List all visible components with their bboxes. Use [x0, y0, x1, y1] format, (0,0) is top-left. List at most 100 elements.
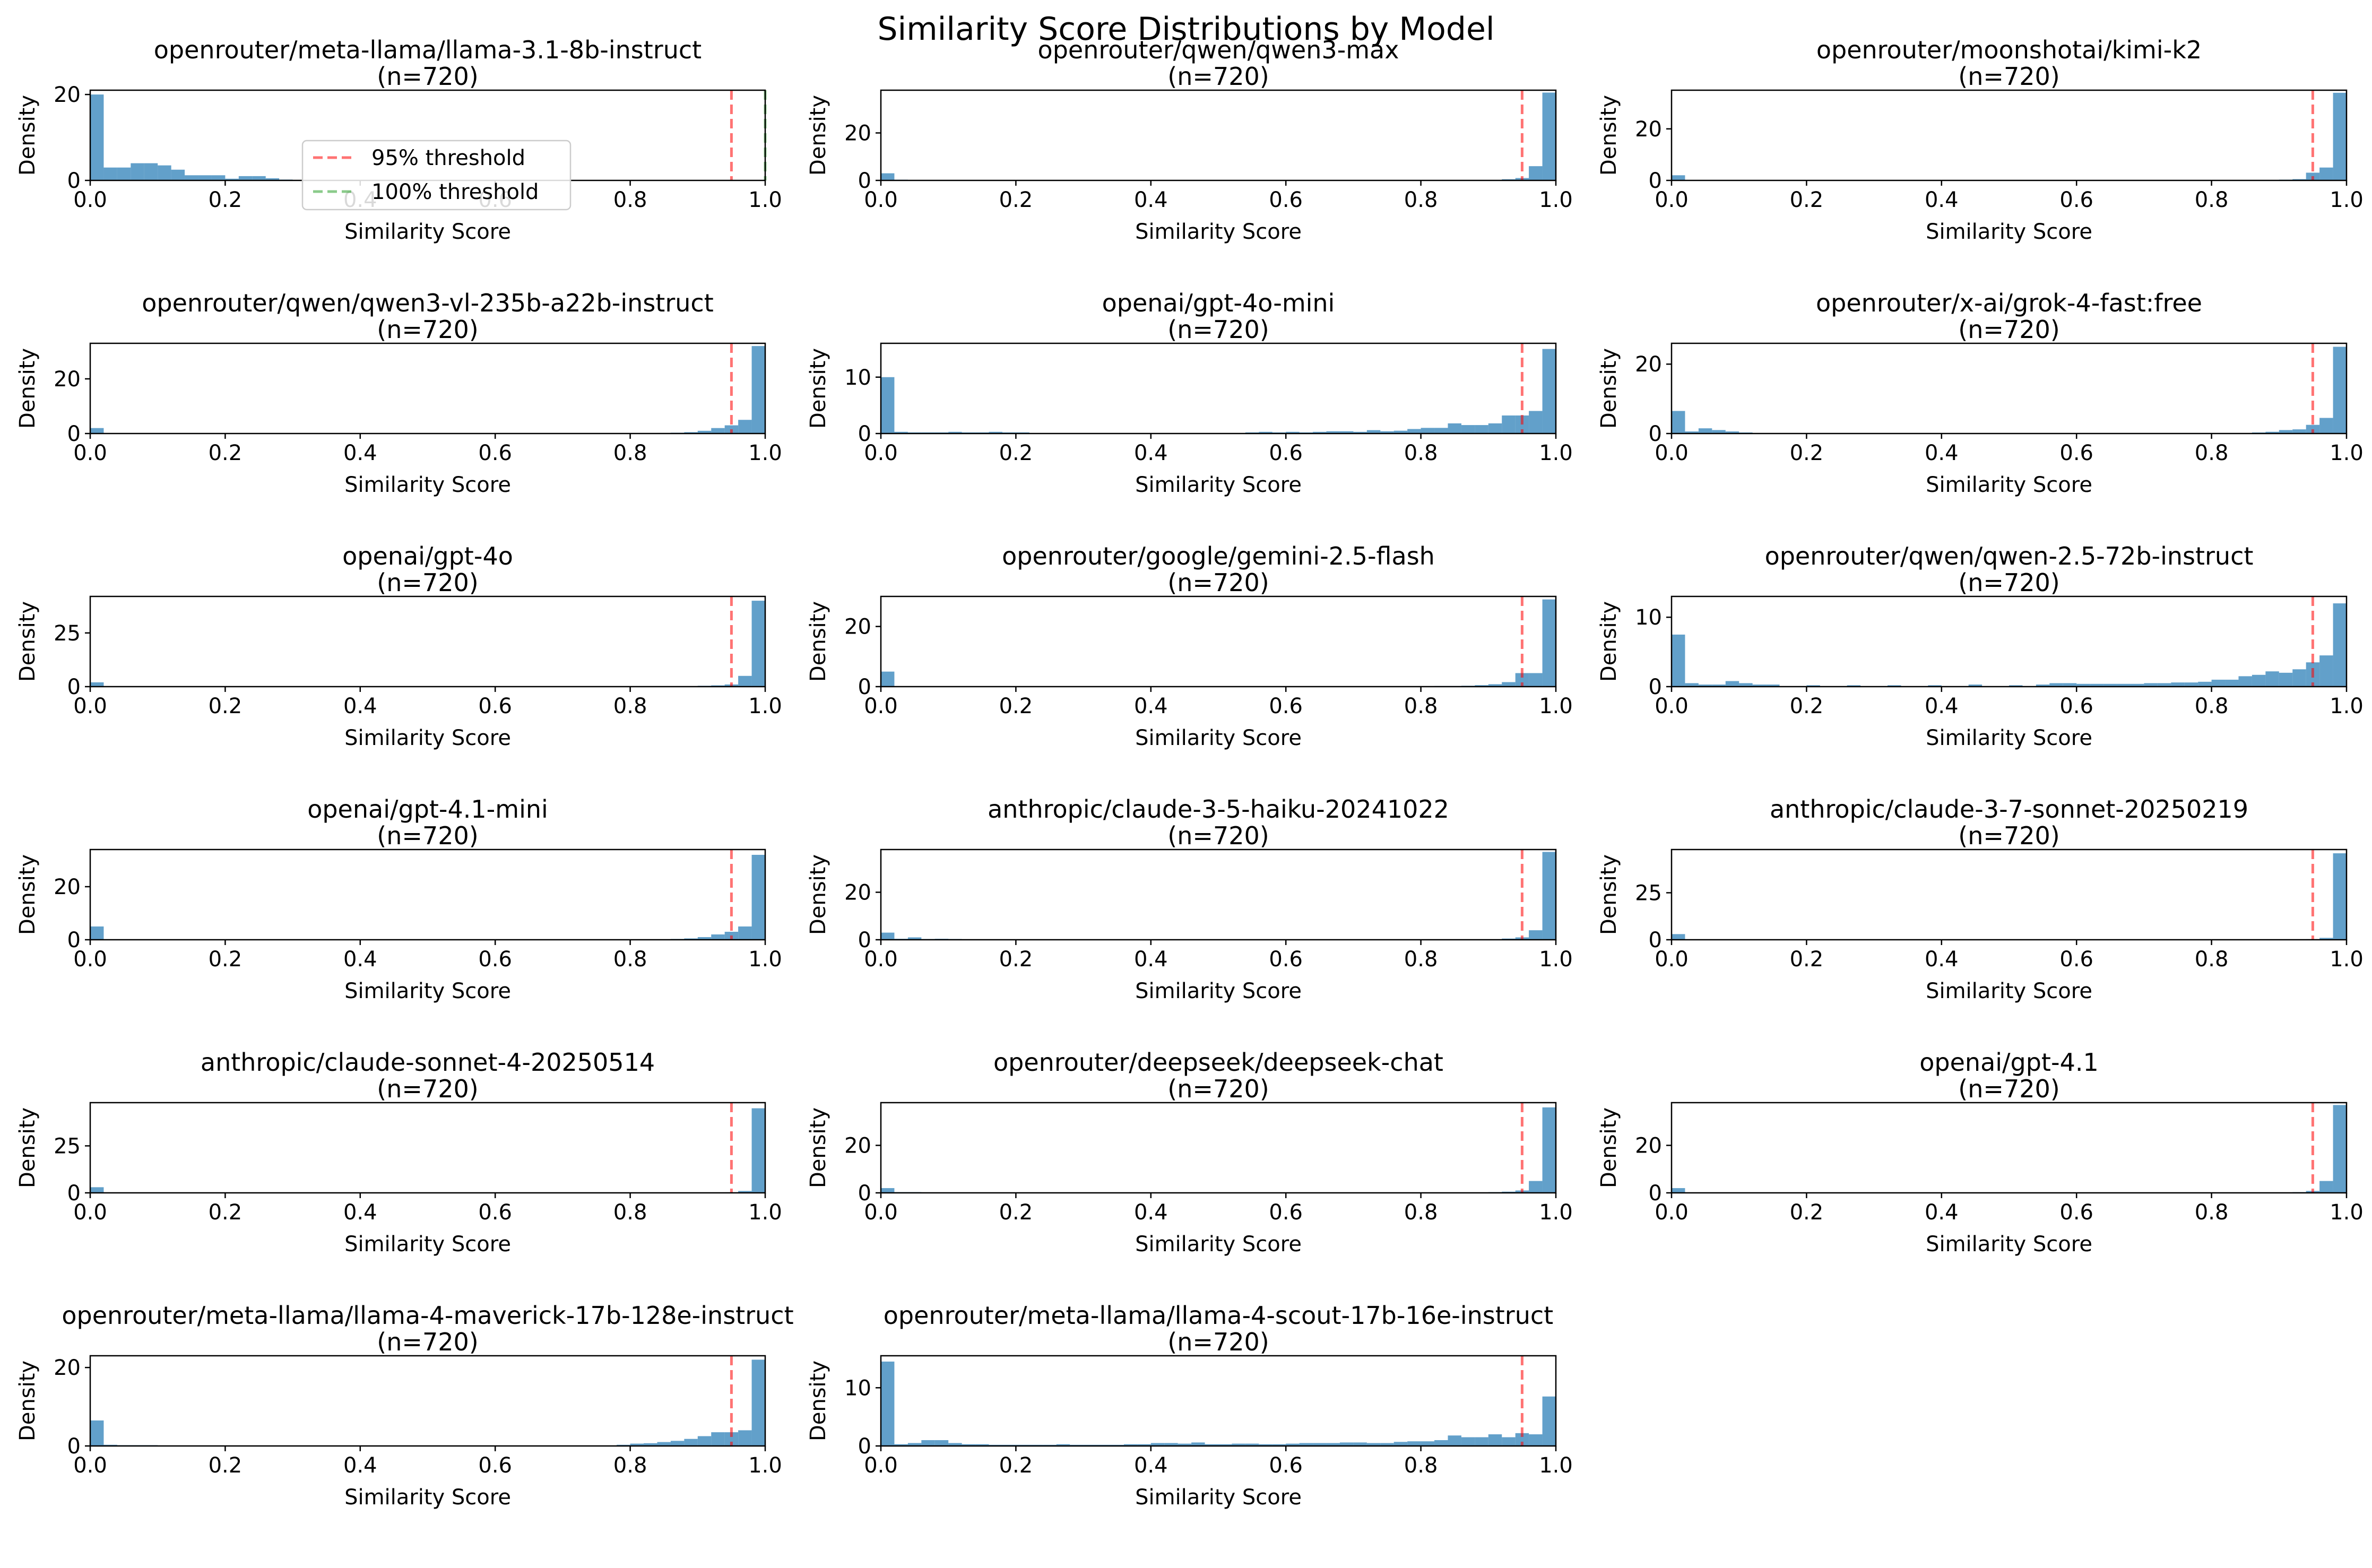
x-tick-label: 0.4: [1925, 188, 1959, 212]
histogram-bar: [171, 169, 185, 180]
x-tick-label: 0.0: [864, 188, 898, 212]
subplot-subtitle: (n=720): [1958, 315, 2059, 344]
subplot-subtitle: (n=720): [377, 1075, 478, 1103]
histogram-bar: [1353, 431, 1367, 434]
y-tick-label: 20: [844, 1134, 871, 1158]
y-tick-label: 10: [1635, 605, 1662, 630]
histogram-bar: [1502, 1437, 1516, 1446]
y-tick-label: 10: [844, 1376, 871, 1400]
histogram-bar: [711, 1432, 725, 1446]
subplot-title: openai/gpt-4o: [342, 542, 513, 570]
histogram-bar: [684, 1439, 698, 1446]
x-tick-label: 0.2: [1790, 947, 1824, 972]
histogram-bar: [1529, 930, 1543, 940]
histogram-bar: [2049, 683, 2063, 687]
x-tick-label: 1.0: [748, 188, 782, 212]
histogram-bar: [2333, 346, 2347, 434]
x-tick-label: 0.8: [1404, 188, 1438, 212]
histogram-bar: [1672, 1188, 1685, 1193]
histogram-bar: [881, 173, 895, 180]
y-axis-label: Density: [806, 348, 830, 429]
histogram-bar: [1137, 1444, 1151, 1446]
histogram-bar: [1685, 431, 1699, 434]
x-axis-label: Similarity Score: [1135, 473, 1302, 497]
x-tick-label: 0.0: [864, 1453, 898, 1478]
subplot: openrouter/qwen/qwen-2.5-72b-instruct(n=…: [1597, 542, 2364, 750]
x-tick-label: 1.0: [1539, 947, 1573, 972]
histogram-bar: [751, 601, 765, 687]
x-tick-label: 1.0: [1539, 188, 1573, 212]
x-axis-label: Similarity Score: [1135, 1232, 1302, 1257]
subplot-subtitle: (n=720): [1167, 821, 1269, 850]
subplot-title: openrouter/moonshotai/kimi-k2: [1816, 36, 2202, 64]
x-axis-label: Similarity Score: [1135, 726, 1302, 750]
histogram-bar: [1672, 634, 1685, 687]
x-tick-label: 0.0: [1655, 1200, 1689, 1225]
histogram-bar: [2171, 682, 2185, 687]
y-tick-label: 20: [1635, 117, 1662, 142]
histogram-bar: [1475, 685, 1488, 687]
histogram-bar: [90, 926, 104, 940]
x-tick-label: 0.6: [1269, 441, 1303, 465]
histogram-bar: [1529, 1434, 1543, 1446]
axes-frame: [89, 1102, 766, 1194]
histogram-bar: [1448, 423, 1461, 434]
y-axis-label: Density: [15, 1107, 40, 1188]
histogram-bar: [738, 1191, 752, 1193]
x-tick-label: 0.0: [73, 1453, 107, 1478]
subplot-subtitle: (n=720): [1958, 821, 2059, 850]
x-tick-label: 1.0: [748, 1200, 782, 1225]
x-tick-label: 0.0: [73, 188, 107, 212]
histogram-bar: [1475, 425, 1488, 434]
histogram-bar: [751, 346, 765, 434]
histogram-bar: [265, 178, 280, 180]
y-tick-label: 0: [1649, 928, 1662, 952]
histogram-bar: [2333, 603, 2347, 687]
histogram-bar: [2009, 685, 2023, 687]
x-tick-label: 0.8: [613, 1200, 647, 1225]
histogram-bar: [697, 1436, 712, 1446]
histogram-bar: [1752, 685, 1767, 687]
subplot: openrouter/meta-llama/llama-3.1-8b-instr…: [15, 36, 782, 244]
x-tick-label: 0.4: [1134, 694, 1168, 718]
x-tick-label: 0.8: [2195, 1200, 2229, 1225]
x-tick-label: 0.4: [1925, 441, 1959, 465]
histogram-bar: [1542, 92, 1556, 180]
histogram-bar: [711, 934, 725, 940]
legend-label: 95% threshold: [371, 146, 525, 170]
x-tick-label: 1.0: [2330, 947, 2364, 972]
histogram-bar: [1672, 934, 1685, 940]
x-tick-label: 0.2: [999, 1200, 1033, 1225]
histogram-bar: [1407, 1441, 1421, 1446]
x-tick-label: 0.4: [343, 441, 377, 465]
axes-frame: [89, 1355, 766, 1447]
histogram-bar: [131, 163, 144, 180]
histogram-bar: [2319, 938, 2333, 940]
histogram-bar: [144, 163, 158, 180]
histogram-bar: [1502, 682, 1516, 687]
y-axis-label: Density: [15, 601, 40, 682]
histogram-bar: [90, 94, 104, 180]
histogram-bar: [894, 1444, 908, 1446]
axes-frame: [1670, 1102, 2348, 1194]
histogram-bar: [962, 1444, 976, 1446]
histogram-bar: [1928, 685, 1942, 687]
y-tick-label: 0: [858, 169, 871, 193]
y-axis-label: Density: [1597, 95, 1621, 176]
x-tick-label: 0.4: [343, 1200, 377, 1225]
histogram-bar: [1475, 1437, 1488, 1446]
subplot-title: openrouter/deepseek/deepseek-chat: [993, 1048, 1443, 1077]
subplot-title: anthropic/claude-sonnet-4-20250514: [201, 1048, 655, 1077]
y-axis-label: Density: [15, 854, 40, 935]
subplot-title: openai/gpt-4o-mini: [1102, 289, 1335, 317]
subplot-subtitle: (n=720): [1167, 62, 1269, 91]
subplot: openai/gpt-4.1-mini(n=720) 0.0 0.2 0.4 0.6 0.…: [15, 795, 782, 1003]
y-axis-label: Density: [806, 1107, 830, 1188]
histogram-bar: [90, 428, 104, 434]
axes-frame: [89, 342, 766, 435]
legend-label: 100% threshold: [371, 180, 539, 204]
histogram-bar: [1393, 1442, 1408, 1446]
y-tick-label: 0: [1649, 422, 1662, 446]
histogram-bar: [934, 1440, 949, 1446]
histogram-bar: [1488, 1434, 1502, 1446]
